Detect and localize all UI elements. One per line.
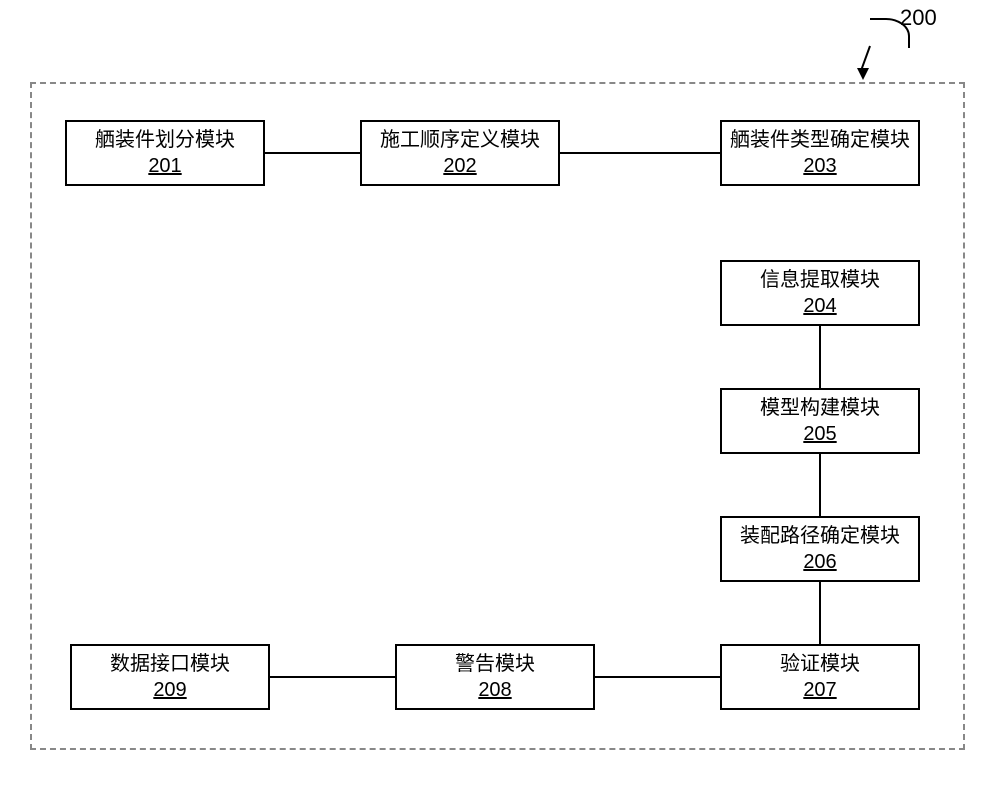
module-title: 警告模块: [455, 651, 535, 677]
module-209: 数据接口模块209: [70, 644, 270, 710]
module-title: 模型构建模块: [760, 395, 880, 421]
connector: [819, 454, 821, 516]
module-title: 舾装件类型确定模块: [730, 127, 910, 153]
connector: [819, 582, 821, 644]
module-title: 装配路径确定模块: [740, 523, 900, 549]
module-number: 208: [478, 677, 511, 703]
module-206: 装配路径确定模块206: [720, 516, 920, 582]
module-title: 数据接口模块: [110, 651, 230, 677]
module-number: 204: [803, 293, 836, 319]
connector: [270, 676, 395, 678]
module-207: 验证模块207: [720, 644, 920, 710]
module-title: 舾装件划分模块: [95, 127, 235, 153]
module-number: 201: [148, 153, 181, 179]
module-201: 舾装件划分模块201: [65, 120, 265, 186]
module-number: 203: [803, 153, 836, 179]
module-number: 206: [803, 549, 836, 575]
connector: [265, 152, 360, 154]
module-title: 验证模块: [780, 651, 860, 677]
module-203: 舾装件类型确定模块203: [720, 120, 920, 186]
module-205: 模型构建模块205: [720, 388, 920, 454]
ref-arrow-head: [857, 68, 869, 80]
module-title: 信息提取模块: [760, 267, 880, 293]
connector: [560, 152, 720, 154]
module-number: 207: [803, 677, 836, 703]
module-208: 警告模块208: [395, 644, 595, 710]
module-number: 205: [803, 421, 836, 447]
module-number: 202: [443, 153, 476, 179]
diagram-canvas: 200 舾装件划分模块201施工顺序定义模块202舾装件类型确定模块203信息提…: [0, 0, 1000, 798]
module-202: 施工顺序定义模块202: [360, 120, 560, 186]
connector: [595, 676, 720, 678]
module-204: 信息提取模块204: [720, 260, 920, 326]
module-number: 209: [153, 677, 186, 703]
module-title: 施工顺序定义模块: [380, 127, 540, 153]
connector: [819, 326, 821, 388]
